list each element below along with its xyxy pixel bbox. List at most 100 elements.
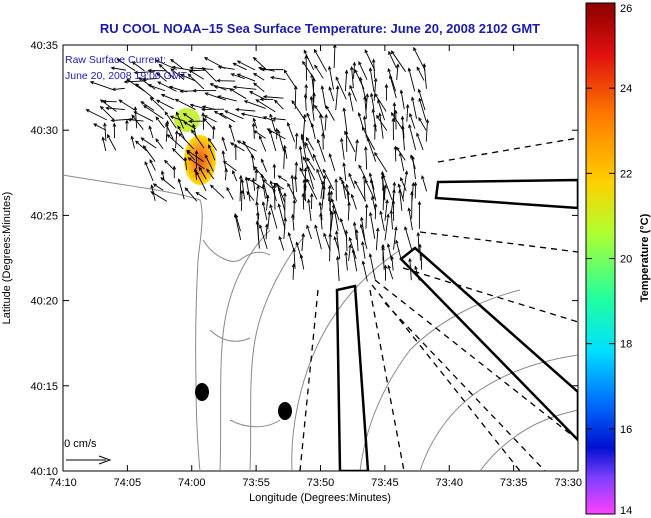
current-vector (342, 107, 348, 131)
current-vector (291, 263, 296, 280)
current-vector (135, 83, 155, 100)
survey-boxes (335, 178, 578, 471)
current-vector (333, 209, 339, 231)
current-vector (371, 58, 376, 79)
current-vector (252, 117, 258, 129)
current-vector (409, 112, 416, 129)
current-vector (399, 89, 405, 110)
current-vector (328, 153, 336, 171)
current-vector (253, 130, 266, 139)
current-vector (341, 179, 347, 199)
current-vector (365, 93, 370, 112)
current-vector (354, 138, 359, 162)
current-vector (364, 146, 368, 170)
current-vector (198, 166, 207, 180)
current-vector (184, 187, 198, 202)
current-vector (322, 168, 334, 191)
current-vector (269, 113, 276, 132)
current-vector (349, 84, 357, 102)
current-vector (259, 97, 274, 102)
current-vector (258, 135, 267, 152)
current-vector (150, 191, 168, 202)
current-vector (142, 77, 157, 82)
colorbar-tick-label: 22 (620, 168, 632, 180)
current-vector (226, 186, 234, 200)
current-vector (283, 69, 297, 89)
current-vector (382, 173, 393, 200)
current-vector (236, 60, 256, 71)
chart-title: RU COOL NOAA–15 Sea Surface Temperature:… (100, 21, 540, 36)
colorbar-title: Temperature (°C) (639, 213, 651, 302)
current-vector (398, 188, 403, 211)
current-vector (193, 167, 198, 180)
current-vector (384, 199, 389, 221)
current-vector (93, 123, 107, 131)
current-vector (373, 77, 378, 101)
current-vector (189, 103, 204, 109)
current-vector (244, 176, 251, 202)
current-vector (339, 217, 348, 239)
current-vector (195, 191, 208, 200)
current-vector (354, 180, 366, 202)
current-vector (418, 97, 427, 121)
current-vector (228, 88, 247, 100)
current-vector (140, 101, 155, 111)
scale-arrow-label: 50 cm/s (58, 438, 97, 450)
current-vector (417, 200, 422, 229)
current-vector (334, 178, 338, 201)
current-vector (277, 129, 284, 151)
current-vector (99, 105, 115, 121)
contour-line (209, 329, 251, 342)
current-vector (302, 113, 307, 140)
current-vector (229, 142, 245, 152)
current-vector (260, 158, 268, 173)
contour-line (419, 354, 578, 471)
colorbar-tick-label: 24 (620, 83, 632, 95)
current-vector (416, 132, 424, 151)
current-vector (327, 65, 334, 90)
current-vector (201, 111, 205, 130)
current-vector (291, 99, 307, 122)
current-vector (174, 130, 179, 149)
current-vector (374, 92, 387, 112)
current-vector (228, 123, 236, 142)
current-vector (273, 99, 284, 110)
current-vector (305, 136, 315, 151)
current-vector (105, 106, 125, 110)
current-vector (417, 88, 426, 111)
current-vector (369, 178, 377, 201)
current-vector (352, 61, 357, 79)
x-axis-title: Longitude (Degrees:Minutes) (249, 492, 391, 504)
current-vector (277, 203, 286, 230)
current-vector (283, 144, 288, 159)
colorbar-ticks: 26 24 22 20 18 16 14 (586, 2, 632, 517)
current-vector (381, 185, 386, 211)
current-vector (217, 65, 235, 70)
current-vector (152, 183, 164, 191)
current-vector (155, 116, 165, 129)
current-vector (160, 177, 175, 190)
current-vector (269, 203, 278, 229)
current-vector (112, 122, 117, 139)
survey-box (399, 246, 578, 442)
current-vector (133, 70, 155, 75)
current-vector (384, 213, 390, 241)
current-vector (89, 81, 114, 91)
current-vector (160, 170, 165, 182)
current-vector (252, 56, 267, 70)
current-vector (239, 174, 243, 202)
current-vector (312, 92, 316, 111)
current-vector (324, 113, 328, 131)
current-vector (371, 195, 376, 211)
current-vector (320, 85, 327, 109)
current-vector (99, 99, 117, 112)
current-vector (211, 125, 216, 139)
current-vector (202, 66, 217, 82)
current-vector (209, 184, 225, 199)
x-tick-label: 73:35 (500, 477, 528, 489)
current-vector (272, 183, 277, 210)
current-vector (369, 92, 375, 110)
current-vector (311, 77, 316, 102)
current-vector (187, 73, 205, 90)
current-vector (319, 212, 323, 230)
